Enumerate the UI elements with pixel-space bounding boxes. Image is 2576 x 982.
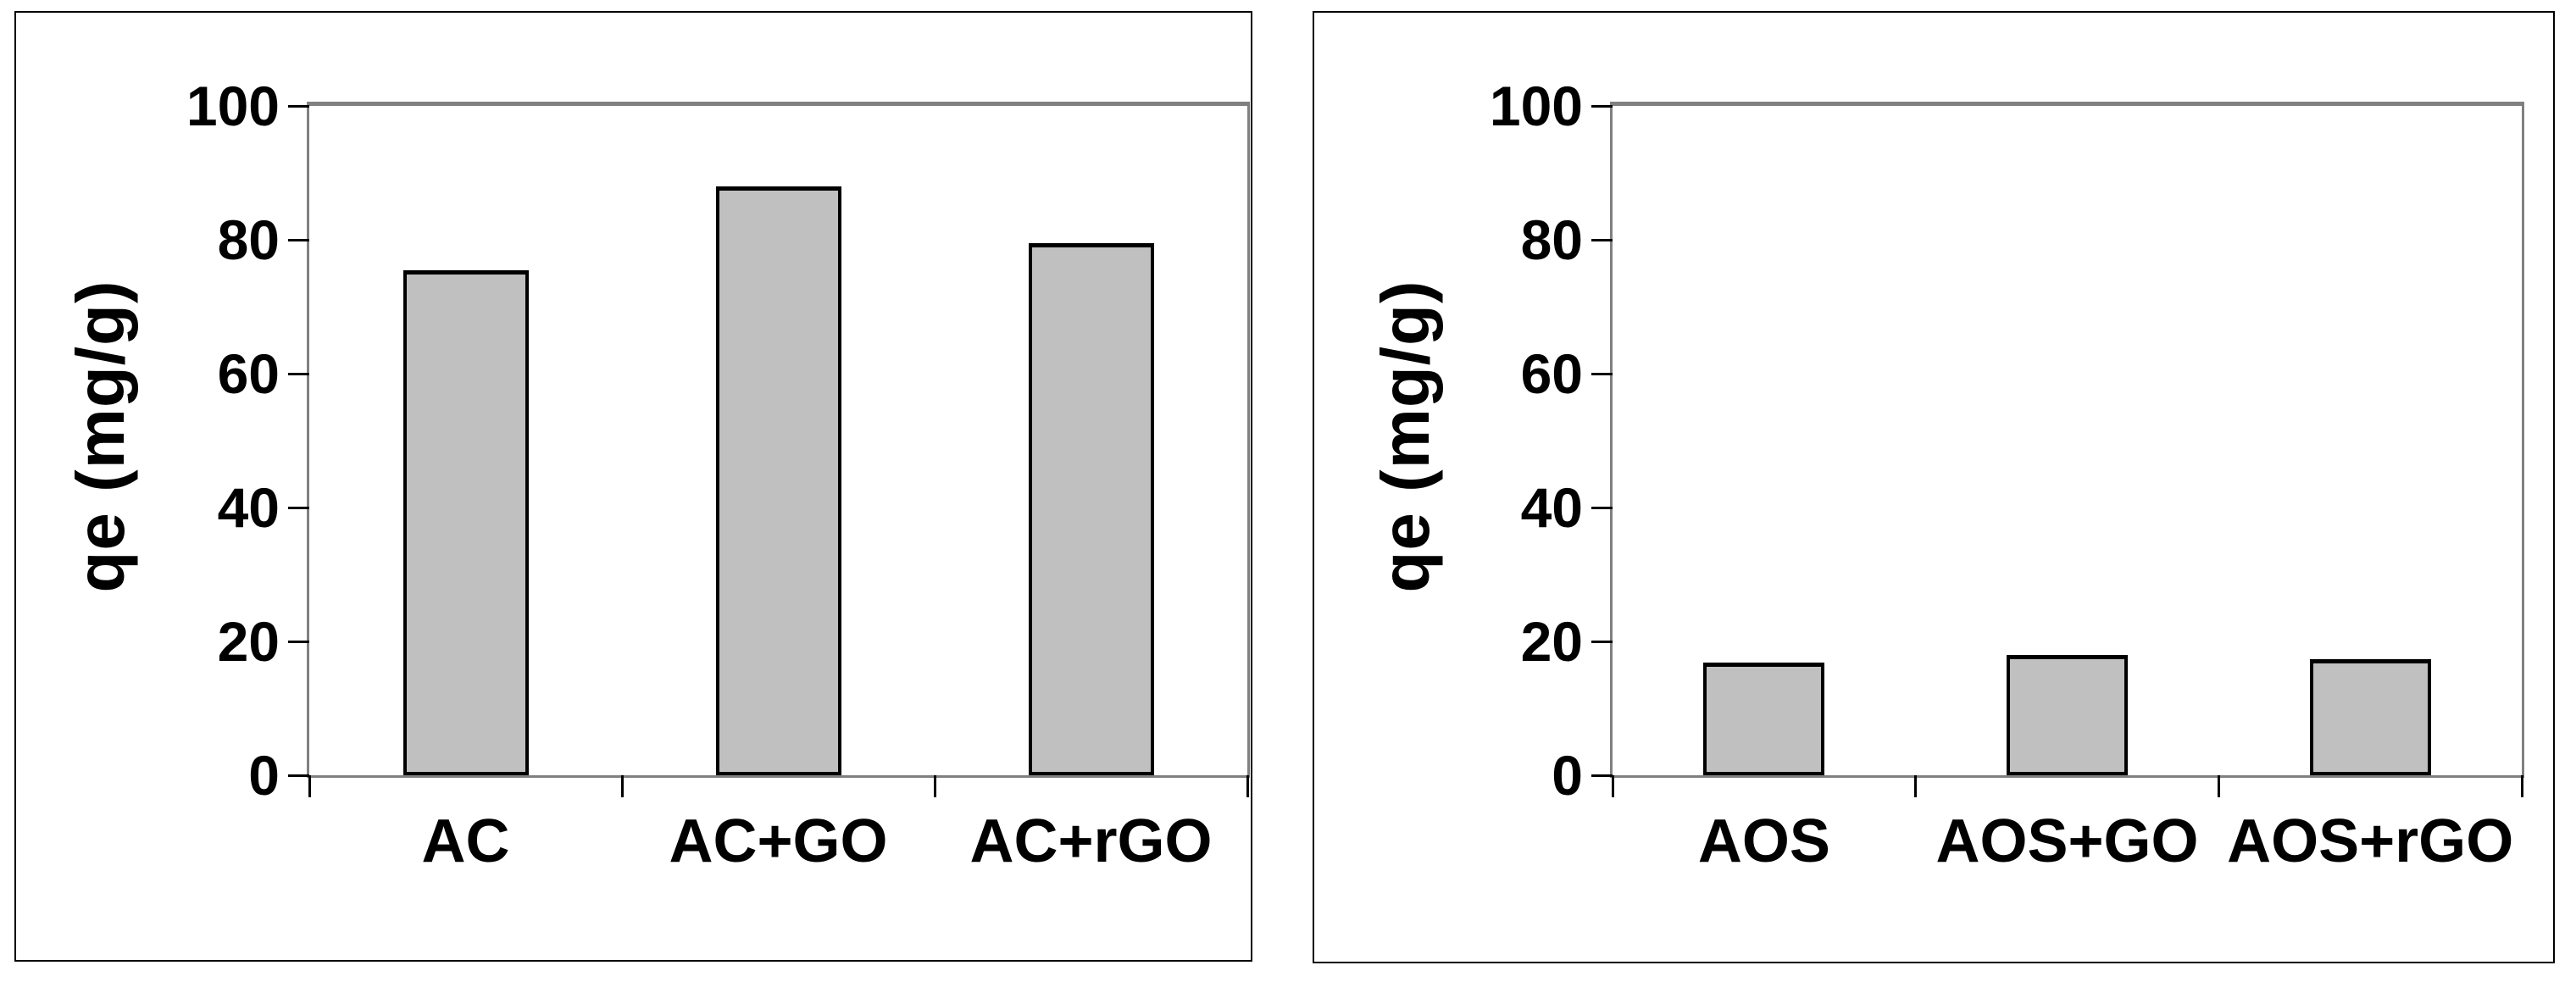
x-tick-mark [620, 775, 624, 797]
y-tick-label: 20 [217, 610, 280, 673]
x-tick-mark [1246, 775, 1249, 797]
plot-area: 0 20 40 60 80 100 AOS AOS+GO AOS+rGO [1490, 75, 2524, 875]
x-tick-mark [933, 775, 936, 797]
x-category-label: AC+GO [669, 807, 888, 875]
chart-panel-right: qe (mg/g) 0 20 40 60 80 100 AOS AOS+GO AOS+rGO [1313, 11, 2555, 963]
y-tick-label: 0 [248, 744, 280, 807]
y-tick-mark [288, 104, 309, 108]
x-tick-mark [2217, 775, 2220, 797]
bar-AC [402, 269, 529, 775]
y-tick-mark [1591, 506, 1613, 509]
y-tick-mark [288, 238, 309, 241]
y-tick-mark [1591, 774, 1613, 777]
bar-AC+GO [715, 186, 841, 775]
x-tick-mark [2520, 775, 2523, 797]
y-tick-label: 20 [1520, 610, 1583, 673]
x-category-label: AOS+rGO [2227, 807, 2514, 875]
y-tick-mark [288, 506, 309, 509]
y-tick-label: 80 [1520, 208, 1583, 271]
y-tick-mark [1591, 372, 1613, 375]
y-axis-title: qe (mg/g) [63, 280, 138, 593]
y-tick-label: 40 [1520, 476, 1583, 539]
x-tick-mark [1914, 775, 1918, 797]
y-tick-mark [288, 372, 309, 375]
bar-AOS+GO [2007, 654, 2128, 775]
x-category-label: AC+rGO [969, 807, 1213, 875]
y-tick-label: 100 [186, 75, 280, 137]
y-tick-mark [1591, 640, 1613, 643]
y-tick-label: 0 [1552, 744, 1583, 807]
x-tick-mark [1611, 775, 1614, 797]
y-tick-mark [288, 774, 309, 777]
y-tick-label: 60 [217, 342, 280, 405]
bar-AOS+rGO [2309, 659, 2431, 775]
x-category-label: AOS [1697, 807, 1830, 875]
y-tick-mark [1591, 238, 1613, 241]
y-axis-title: qe (mg/g) [1368, 280, 1443, 593]
x-tick-mark [308, 775, 311, 797]
bar-AC+rGO [1028, 242, 1154, 775]
y-tick-label: 100 [1489, 75, 1583, 137]
y-tick-label: 80 [217, 208, 280, 271]
x-category-label: AC [421, 807, 510, 875]
y-tick-label: 40 [217, 476, 280, 539]
chart-panel-left: qe (mg/g) 0 20 40 60 80 100 AC AC+GO AC+rGO [14, 11, 1252, 962]
plot-area: 0 20 40 60 80 100 AC AC+GO AC+rGO [186, 75, 1250, 875]
y-tick-mark [1591, 104, 1613, 108]
bar-AOS [1703, 663, 1825, 775]
x-category-label: AOS+GO [1935, 807, 2199, 875]
y-tick-mark [288, 640, 309, 643]
y-tick-label: 60 [1520, 342, 1583, 405]
